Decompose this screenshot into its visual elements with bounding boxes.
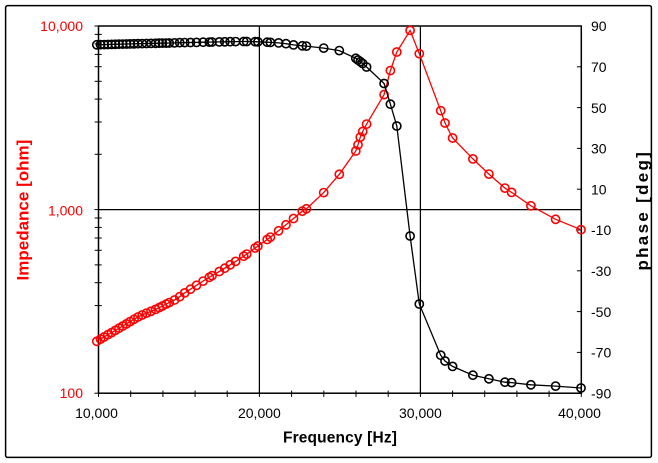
svg-text:50: 50 <box>591 100 607 116</box>
svg-text:-90: -90 <box>591 385 611 401</box>
svg-text:Frequency [Hz]: Frequency [Hz] <box>283 430 397 447</box>
svg-text:Impedance [ohm]: Impedance [ohm] <box>14 140 33 281</box>
svg-text:phase [deg]: phase [deg] <box>633 150 652 271</box>
svg-text:-10: -10 <box>591 222 611 238</box>
svg-text:40,000: 40,000 <box>558 405 601 421</box>
svg-text:20,000: 20,000 <box>238 405 281 421</box>
svg-text:-30: -30 <box>591 263 611 279</box>
svg-text:-50: -50 <box>591 304 611 320</box>
svg-text:1,000: 1,000 <box>48 202 83 218</box>
svg-text:70: 70 <box>591 59 607 75</box>
svg-text:30,000: 30,000 <box>399 405 442 421</box>
svg-text:-70: -70 <box>591 345 611 361</box>
svg-text:10,000: 10,000 <box>75 405 118 421</box>
svg-text:10,000: 10,000 <box>40 18 83 34</box>
svg-text:30: 30 <box>591 141 607 157</box>
svg-text:100: 100 <box>60 385 84 401</box>
svg-text:10: 10 <box>591 181 607 197</box>
svg-text:90: 90 <box>591 18 607 34</box>
